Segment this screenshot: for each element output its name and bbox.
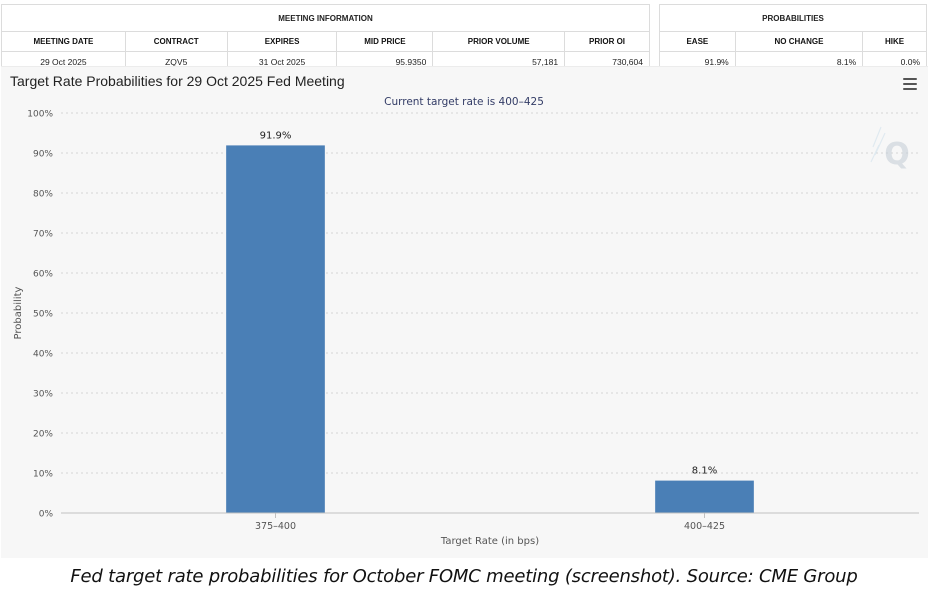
y-tick-label: 0% — [39, 510, 54, 520]
y-tick-label: 90% — [33, 150, 53, 160]
bar[interactable] — [226, 145, 325, 513]
probabilities-header-row: EASE NO CHANGE HIKE — [659, 31, 927, 52]
header-hike: HIKE — [862, 31, 927, 52]
figure-caption: Fed target rate probabilities for Octobe… — [70, 566, 858, 587]
probabilities-table: PROBABILITIES EASE NO CHANGE HIKE 91.9% … — [659, 4, 927, 72]
watermark-q-icon: Q — [870, 126, 910, 172]
probabilities-title: PROBABILITIES — [659, 4, 927, 32]
chart-panel: Target Rate Probabilities for 29 Oct 202… — [1, 66, 928, 558]
y-tick-label: 40% — [33, 350, 53, 360]
header-mid-price: MID PRICE — [336, 31, 434, 52]
grid-lines — [61, 112, 919, 474]
y-tick-label: 80% — [33, 190, 53, 200]
x-tick-label: 400–425 — [684, 521, 725, 532]
header-no-change: NO CHANGE — [734, 31, 864, 52]
header-prior-oi: PRIOR OI — [564, 31, 650, 52]
meeting-header-row: MEETING DATE CONTRACT EXPIRES MID PRICE … — [1, 31, 650, 52]
y-tick-label: 50% — [33, 310, 53, 320]
header-expires: EXPIRES — [226, 31, 338, 52]
x-tick-labels: 375–400 400–425 — [255, 513, 725, 532]
y-tick-label: 60% — [33, 270, 53, 280]
x-axis-label: Target Rate (in bps) — [440, 536, 539, 547]
y-tick-label: 100% — [27, 110, 53, 120]
probability-bar-chart: Target Rate Probabilities for 29 Oct 202… — [10, 73, 919, 547]
bars — [226, 145, 754, 513]
bar-value-labels: 91.9% 8.1% — [260, 130, 718, 476]
bar[interactable] — [655, 480, 754, 513]
header-ease: EASE — [659, 31, 736, 52]
y-tick-labels: 0% 10% 20% 30% 40% 50% 60% 70% 80% 90% 100% — [27, 110, 53, 520]
chart-menu-icon[interactable] — [903, 78, 917, 90]
svg-text:Q: Q — [884, 137, 910, 172]
chart-title: Target Rate Probabilities for 29 Oct 202… — [10, 73, 345, 89]
y-axis-label: Probability — [13, 286, 24, 339]
bar-value-label: 91.9% — [260, 130, 292, 141]
meeting-information-title: MEETING INFORMATION — [1, 4, 650, 32]
y-tick-label: 30% — [33, 390, 53, 400]
header-prior-volume: PRIOR VOLUME — [432, 31, 566, 52]
header-meeting-date: MEETING DATE — [1, 31, 126, 52]
y-tick-label: 10% — [33, 470, 53, 480]
chart-subtitle: Current target rate is 400–425 — [384, 96, 544, 108]
x-tick-label: 375–400 — [255, 521, 296, 532]
y-tick-label: 70% — [33, 230, 53, 240]
bar-value-label: 8.1% — [692, 466, 717, 477]
header-contract: CONTRACT — [124, 31, 228, 52]
y-tick-label: 20% — [33, 430, 53, 440]
meeting-information-table: MEETING INFORMATION MEETING DATE CONTRAC… — [1, 4, 650, 72]
